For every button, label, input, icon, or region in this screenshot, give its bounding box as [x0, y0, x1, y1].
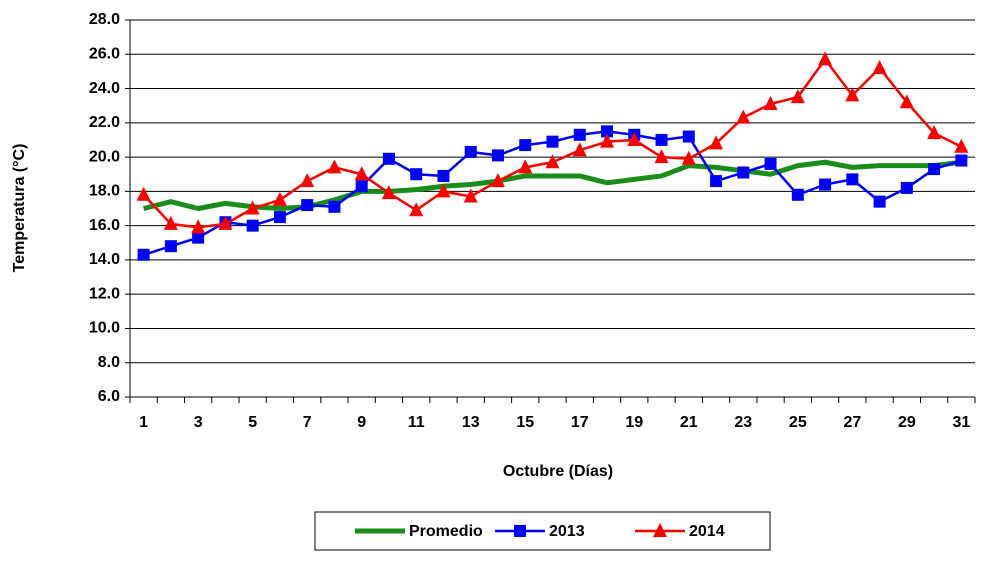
data-point: [272, 191, 287, 206]
data-point: [900, 181, 913, 194]
x-tick-label: 29: [898, 414, 916, 431]
data-point: [710, 175, 723, 188]
data-point: [301, 199, 314, 212]
data-point: [464, 145, 477, 158]
legend-box: [314, 511, 771, 551]
data-point: [763, 95, 778, 110]
data-point: [600, 133, 615, 148]
series-line: [143, 159, 962, 211]
data-point: [218, 215, 233, 230]
data-point: [382, 152, 395, 165]
data-point: [463, 188, 478, 203]
data-point: [764, 157, 777, 170]
data-point: [791, 188, 804, 201]
x-tick-label: 9: [357, 414, 366, 431]
x-tick-label: 21: [680, 414, 698, 431]
data-point: [954, 138, 969, 153]
data-point: [381, 185, 396, 200]
data-point: [192, 231, 205, 244]
data-point: [245, 200, 260, 215]
data-point: [273, 211, 286, 224]
data-point: [654, 149, 669, 164]
data-point: [601, 125, 614, 138]
data-point: [436, 183, 451, 198]
y-tick-label: 14.0: [89, 251, 120, 268]
data-point: [927, 125, 942, 140]
x-tick-label: 15: [516, 414, 534, 431]
data-point: [409, 202, 424, 217]
data-point: [327, 159, 342, 174]
data-point: [846, 173, 859, 186]
x-tick-label: 17: [571, 414, 589, 431]
x-tick-label: 19: [625, 414, 643, 431]
y-tick-label: 24.0: [89, 80, 120, 97]
data-point: [355, 180, 368, 193]
data-point: [818, 51, 833, 66]
x-tick-label: 27: [843, 414, 861, 431]
x-tick-label: 23: [734, 414, 752, 431]
data-point: [709, 135, 724, 150]
x-tick-label: 7: [303, 414, 312, 431]
x-tick-label: 11: [408, 414, 425, 431]
y-tick-label: 12.0: [89, 285, 120, 302]
y-tick-label: 16.0: [89, 217, 120, 234]
data-point: [790, 89, 805, 104]
data-point: [246, 219, 259, 232]
y-axis-label: Temperatura (°C): [11, 144, 28, 273]
data-point: [955, 154, 968, 167]
data-point: [410, 168, 423, 181]
data-point: [437, 169, 450, 182]
data-point: [491, 149, 504, 162]
data-point: [163, 215, 178, 230]
data-point: [845, 87, 860, 102]
y-tick-label: 22.0: [89, 114, 120, 131]
legend-marker: [653, 523, 667, 537]
legend-label: Promedio: [409, 523, 483, 540]
data-point: [519, 139, 532, 152]
data-point: [899, 94, 914, 109]
data-point: [873, 195, 886, 208]
x-tick-label: 13: [462, 414, 480, 431]
data-point: [300, 173, 315, 188]
data-point: [655, 133, 668, 146]
x-tick-label: 31: [952, 414, 970, 431]
data-point: [191, 219, 206, 234]
x-tick-label: 5: [248, 414, 257, 431]
data-point: [573, 128, 586, 141]
x-tick-label: 1: [139, 414, 148, 431]
data-point: [164, 240, 177, 253]
legend-marker: [514, 525, 526, 537]
data-point: [328, 200, 341, 213]
data-point: [545, 154, 560, 169]
y-tick-label: 28.0: [89, 11, 120, 28]
data-point: [546, 135, 559, 148]
legend-label: 2013: [549, 523, 585, 540]
y-tick-label: 6.0: [98, 388, 120, 405]
data-point: [137, 248, 150, 261]
data-point: [819, 178, 832, 191]
y-tick-label: 8.0: [98, 354, 120, 371]
data-point: [572, 142, 587, 157]
y-tick-label: 20.0: [89, 148, 120, 165]
data-point: [518, 159, 533, 174]
x-tick-label: 3: [194, 414, 203, 431]
data-point: [736, 109, 751, 124]
data-point: [681, 150, 696, 165]
data-point: [490, 173, 505, 188]
series-line: [143, 130, 962, 256]
data-point: [354, 166, 369, 181]
data-point: [136, 186, 151, 201]
data-point: [872, 59, 887, 74]
data-point: [928, 163, 941, 176]
x-axis-label: Octubre (Días): [503, 463, 613, 480]
y-tick-label: 26.0: [89, 45, 120, 62]
data-point: [682, 130, 695, 143]
y-tick-label: 18.0: [89, 183, 120, 200]
x-tick-label: 25: [789, 414, 807, 431]
legend-label: 2014: [689, 523, 725, 540]
y-tick-label: 10.0: [89, 320, 120, 337]
data-point: [627, 131, 642, 146]
data-point: [737, 166, 750, 179]
